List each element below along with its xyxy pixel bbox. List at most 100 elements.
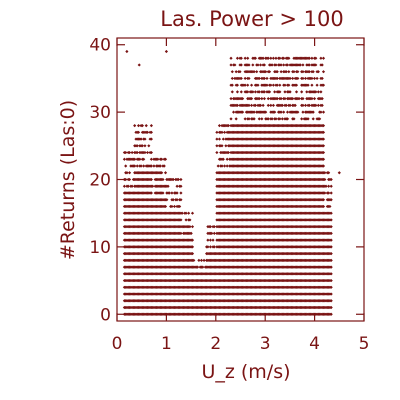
scatter-point bbox=[201, 265, 205, 269]
scatter-point bbox=[310, 76, 314, 81]
scatter-point bbox=[190, 238, 195, 242]
scatter-point bbox=[321, 137, 326, 141]
scatter-point bbox=[261, 56, 265, 60]
scatter-point bbox=[208, 225, 213, 229]
y-tick-label: 10 bbox=[89, 238, 111, 258]
scatter-point bbox=[301, 76, 305, 81]
scatter-point bbox=[256, 83, 260, 87]
x-axis-label: U_z (m/s) bbox=[201, 361, 290, 383]
scatter-point bbox=[329, 299, 333, 303]
scatter-point bbox=[251, 63, 255, 67]
scatter-point bbox=[255, 70, 259, 74]
x-tick-label: 2 bbox=[210, 334, 221, 354]
scatter-point bbox=[321, 144, 326, 148]
scatter-point bbox=[323, 191, 327, 195]
scatter-point bbox=[287, 83, 291, 87]
scatter-point bbox=[321, 157, 326, 161]
scatter-point bbox=[266, 103, 270, 107]
scatter-point bbox=[179, 218, 183, 222]
scatter-point bbox=[298, 63, 302, 67]
scatter-point bbox=[294, 90, 299, 94]
scatter-point bbox=[135, 164, 139, 168]
scatter-point bbox=[321, 56, 326, 60]
scatter-point bbox=[135, 144, 139, 148]
scatter-point bbox=[235, 56, 240, 60]
scatter-point bbox=[327, 171, 331, 175]
scatter-point bbox=[252, 117, 256, 121]
scatter-point bbox=[230, 83, 234, 87]
scatter-point bbox=[291, 76, 295, 81]
scatter-point bbox=[234, 117, 238, 121]
scatter-point bbox=[215, 144, 219, 148]
scatter-point bbox=[179, 198, 183, 202]
scatter-point bbox=[282, 56, 286, 60]
scatter-point bbox=[234, 70, 238, 74]
scatter-point bbox=[149, 191, 153, 195]
scatter-point bbox=[300, 90, 304, 94]
scatter-point bbox=[171, 177, 175, 182]
scatter-point bbox=[238, 70, 242, 74]
scatter-point bbox=[280, 117, 284, 121]
scatter-point bbox=[285, 117, 290, 121]
scatter-point bbox=[329, 258, 333, 262]
scatter-point bbox=[269, 83, 273, 87]
scatter-point bbox=[126, 184, 130, 188]
scatter-point bbox=[300, 117, 304, 121]
scatter-point bbox=[274, 63, 278, 67]
scatter-point bbox=[179, 191, 183, 195]
scatter-point bbox=[127, 171, 132, 175]
scatter-point bbox=[306, 83, 310, 87]
scatter-point bbox=[329, 198, 333, 202]
scatter-point bbox=[243, 83, 247, 87]
scatter-point bbox=[171, 198, 175, 202]
scatter-point bbox=[212, 231, 216, 236]
scatter-point bbox=[190, 252, 195, 256]
scatter-point bbox=[262, 76, 267, 81]
scatter-point bbox=[217, 137, 222, 141]
scatter-point bbox=[175, 198, 179, 202]
scatter-point bbox=[252, 110, 256, 114]
scatter-point bbox=[165, 198, 169, 202]
scatter-point bbox=[229, 117, 233, 121]
scatter-point bbox=[301, 103, 305, 107]
scatter-point bbox=[264, 70, 268, 74]
scatter-point bbox=[280, 103, 284, 107]
scatter-point bbox=[291, 97, 295, 101]
scatter-point bbox=[143, 144, 147, 148]
scatter-point bbox=[278, 83, 282, 87]
scatter-point bbox=[247, 63, 251, 67]
scatter-point bbox=[301, 110, 305, 114]
scatter-point bbox=[179, 177, 183, 182]
scatter-point bbox=[231, 110, 236, 114]
scatter-point bbox=[222, 164, 227, 168]
scatter-point bbox=[158, 164, 162, 168]
scatter-point bbox=[243, 76, 247, 81]
scatter-point bbox=[215, 137, 219, 141]
scatter-point bbox=[319, 110, 323, 114]
axis-ticks bbox=[116, 38, 365, 321]
scatter-point bbox=[225, 157, 229, 161]
scatter-point bbox=[329, 252, 333, 256]
scatter-point bbox=[270, 63, 274, 67]
scatter-point bbox=[249, 103, 254, 107]
scatter-point bbox=[297, 97, 301, 101]
scatter-point bbox=[257, 117, 261, 121]
scatter-point bbox=[140, 144, 144, 148]
scatter-point bbox=[310, 83, 314, 87]
scatter-point bbox=[260, 97, 264, 101]
scatter-point bbox=[269, 56, 273, 60]
scatter-point bbox=[253, 103, 258, 107]
scatter-point bbox=[266, 56, 270, 60]
scatter-point bbox=[190, 245, 195, 249]
y-tick-label: 20 bbox=[89, 171, 111, 191]
scatter-point-outlier bbox=[125, 49, 129, 54]
scatter-point bbox=[329, 218, 333, 222]
scatter-point bbox=[303, 103, 308, 107]
x-tick-label: 3 bbox=[260, 334, 271, 354]
x-tick-label: 0 bbox=[112, 334, 123, 354]
scatter-point bbox=[306, 117, 310, 121]
scatter-point bbox=[329, 278, 333, 283]
scatter-point bbox=[230, 70, 234, 74]
scatter-point bbox=[143, 137, 147, 141]
